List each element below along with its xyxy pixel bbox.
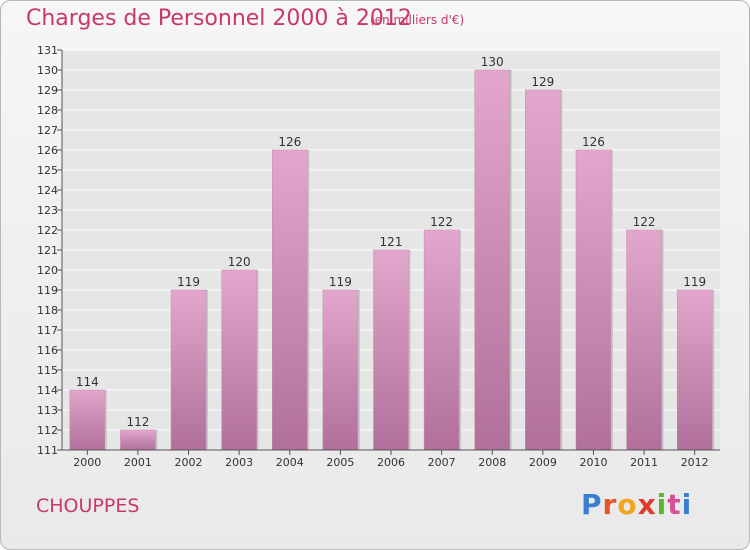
x-tick-label: 2005 [326, 456, 354, 469]
bar-2007 [423, 229, 460, 451]
proxiti-logo[interactable]: Proxiti [581, 488, 692, 521]
x-tick-label: 2001 [124, 456, 152, 469]
x-tick-label: 2004 [276, 456, 304, 469]
logo-letter: o [617, 488, 638, 521]
y-tick-label: 111 [37, 444, 58, 457]
bar-value-label: 122 [633, 215, 656, 229]
x-tick-label: 2002 [175, 456, 203, 469]
y-tick-label: 123 [37, 204, 58, 217]
y-tick-label: 114 [37, 384, 58, 397]
logo-letter: r [602, 488, 618, 521]
bar-2012 [676, 289, 713, 451]
y-tick-label: 115 [37, 364, 58, 377]
y-tick-label: 122 [37, 224, 58, 237]
y-tick-label: 120 [37, 264, 58, 277]
bar-value-label: 122 [430, 215, 453, 229]
logo-letter: t [667, 488, 682, 521]
y-tick-label: 112 [37, 424, 58, 437]
x-tick-label: 2011 [630, 456, 658, 469]
bar-2004 [272, 149, 308, 451]
bar-value-label: 121 [380, 235, 403, 249]
bar-value-label: 120 [228, 255, 251, 269]
y-tick-label: 130 [37, 64, 58, 77]
bar-value-label: 129 [531, 75, 554, 89]
bar-2000 [69, 389, 106, 451]
bar-value-label: 112 [126, 415, 149, 429]
logo-letter: x [637, 488, 657, 521]
x-tick-label: 2000 [73, 456, 101, 469]
x-tick-label: 2009 [529, 456, 557, 469]
y-tick-label: 127 [37, 124, 58, 137]
x-tick-label: 2012 [681, 456, 709, 469]
bar-2009 [525, 89, 561, 451]
x-tick-label: 2010 [579, 456, 607, 469]
bar-value-label: 130 [481, 55, 504, 69]
y-tick-label: 113 [37, 404, 58, 417]
bar-value-label: 119 [683, 275, 706, 289]
y-tick-label: 125 [37, 164, 58, 177]
bar-value-label: 126 [278, 135, 301, 149]
bar-2003 [221, 269, 257, 451]
bar-value-label: 119 [177, 275, 200, 289]
bar-value-label: 114 [76, 375, 99, 389]
y-tick-label: 128 [37, 104, 58, 117]
bar-2006 [373, 249, 409, 451]
commune-name: CHOUPPES [36, 495, 140, 517]
bar-2002 [170, 289, 207, 451]
bar-value-label: 119 [329, 275, 352, 289]
bar-value-label: 126 [582, 135, 605, 149]
y-tick-label: 121 [37, 244, 58, 257]
bar-2010 [575, 149, 612, 451]
x-tick-label: 2003 [225, 456, 253, 469]
y-tick-label: 131 [37, 44, 58, 57]
y-tick-label: 116 [37, 344, 58, 357]
y-tick-label: 118 [37, 304, 58, 317]
bar-2005 [322, 289, 359, 451]
y-tick-label: 119 [37, 284, 58, 297]
x-tick-label: 2007 [428, 456, 456, 469]
y-tick-label: 126 [37, 144, 58, 157]
chart-title: Charges de Personnel 2000 à 2012 [26, 6, 412, 31]
y-tick-label: 124 [37, 184, 58, 197]
logo-letter: i [681, 488, 693, 521]
y-tick-label: 129 [37, 84, 58, 97]
bar-2011 [626, 229, 662, 451]
logo-letter: P [581, 488, 603, 521]
x-tick-label: 2008 [478, 456, 506, 469]
chart-subtitle: (en milliers d'€) [370, 13, 465, 27]
bar-2001 [120, 429, 156, 451]
x-tick-label: 2006 [377, 456, 405, 469]
logo-letter: i [656, 488, 668, 521]
bar-2008 [474, 69, 510, 451]
y-tick-label: 117 [37, 324, 58, 337]
